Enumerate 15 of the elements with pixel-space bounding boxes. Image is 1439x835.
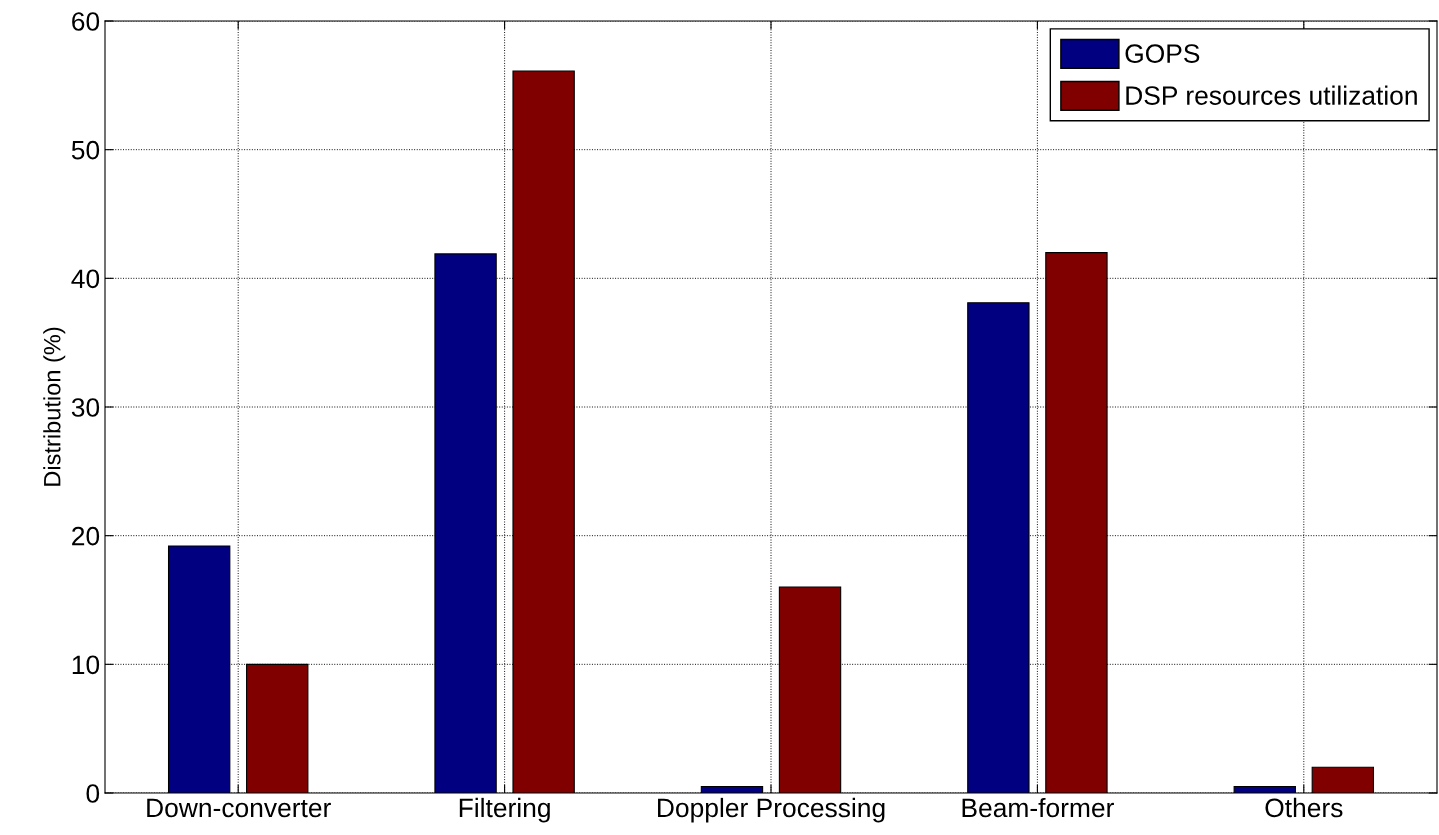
x-tick-label: Beam-former bbox=[962, 797, 1114, 818]
y-tick-label: 0 bbox=[86, 784, 100, 803]
x-tick-label: Doppler Processing bbox=[658, 797, 885, 823]
y-tick-label: 60 bbox=[72, 12, 100, 31]
y-axis-title: Distribution (%) bbox=[43, 327, 66, 486]
x-tick-label: Others bbox=[1265, 797, 1343, 818]
y-tick-label: 10 bbox=[72, 655, 100, 675]
legend-label: DSP resources utilization bbox=[1126, 85, 1417, 105]
y-tick-label: 50 bbox=[71, 140, 100, 160]
y-tick-label: 30 bbox=[71, 398, 100, 417]
legend-label: GOPS bbox=[1125, 44, 1200, 63]
y-tick-label: 40 bbox=[71, 269, 100, 289]
y-tick-label: 20 bbox=[72, 526, 100, 546]
x-tick-label: Down-converter bbox=[147, 798, 331, 818]
x-tick-label: Filtering bbox=[459, 797, 550, 823]
